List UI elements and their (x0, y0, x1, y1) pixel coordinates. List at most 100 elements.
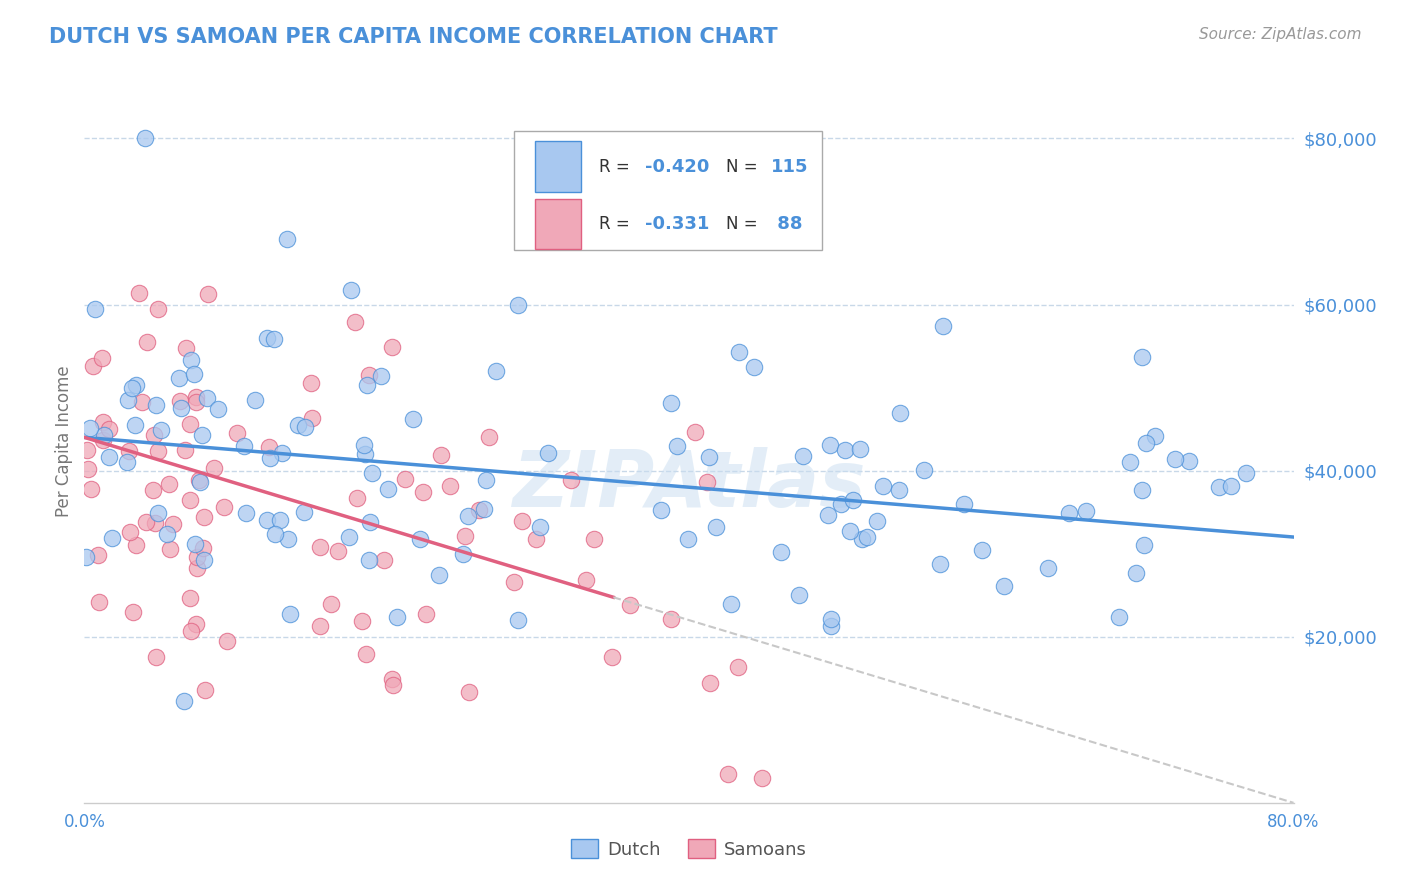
Point (717, 767, 740, 781)
Text: ZIPAtlas: ZIPAtlas (512, 447, 866, 523)
Point (174, 341, 197, 355)
Point (817, 508, 839, 523)
Point (146, 302, 169, 317)
Point (866, 515, 889, 529)
Point (121, 381, 143, 395)
Point (839, 524, 862, 538)
Point (179, 492, 201, 507)
Point (818, 438, 841, 452)
Point (1036, 561, 1059, 575)
Point (855, 530, 877, 544)
FancyBboxPatch shape (536, 141, 581, 192)
Point (194, 683, 217, 698)
Point (269, 513, 291, 527)
Point (472, 501, 495, 516)
Point (1177, 454, 1199, 468)
Point (184, 390, 207, 404)
Point (157, 476, 180, 491)
Point (174, 442, 197, 457)
Point (263, 332, 285, 346)
Point (373, 553, 395, 567)
Point (91, 434, 114, 448)
Point (887, 483, 910, 497)
Point (409, 532, 432, 546)
Point (148, 443, 170, 458)
Point (159, 542, 181, 557)
Text: -0.420: -0.420 (645, 158, 710, 176)
Point (118, 524, 141, 539)
Point (381, 340, 404, 354)
Point (143, 428, 166, 442)
Point (1130, 483, 1153, 497)
Point (485, 364, 508, 378)
Point (259, 451, 281, 466)
Text: -0.331: -0.331 (645, 215, 710, 233)
FancyBboxPatch shape (513, 131, 823, 250)
Point (217, 633, 239, 648)
Point (82, 359, 104, 374)
Point (454, 529, 477, 543)
Point (848, 442, 870, 456)
Text: 88: 88 (770, 215, 803, 233)
Point (676, 532, 699, 546)
Point (394, 472, 416, 486)
Point (75, 549, 97, 564)
Point (149, 423, 172, 437)
Point (76, 442, 98, 457)
Point (169, 393, 191, 408)
Point (136, 335, 159, 350)
Point (537, 446, 560, 460)
Point (256, 331, 278, 345)
Point (619, 599, 641, 613)
Point (412, 484, 434, 499)
Point (830, 498, 852, 512)
Point (271, 445, 294, 459)
Point (235, 506, 257, 520)
Point (370, 369, 392, 384)
Point (124, 417, 146, 432)
Point (340, 283, 363, 297)
Point (359, 515, 381, 529)
Point (1057, 507, 1080, 521)
Point (478, 430, 501, 444)
Point (697, 450, 720, 464)
Point (468, 503, 491, 517)
Point (180, 624, 202, 638)
Point (98, 421, 121, 435)
Point (226, 426, 249, 441)
Point (80, 482, 103, 496)
Point (128, 285, 150, 300)
Point (659, 395, 682, 409)
Point (1119, 455, 1142, 469)
Point (328, 543, 350, 558)
Point (439, 479, 461, 493)
Point (1132, 538, 1154, 552)
Point (287, 417, 309, 432)
Point (575, 573, 598, 587)
Point (344, 315, 367, 329)
Point (356, 378, 378, 392)
Point (1208, 480, 1230, 494)
Point (353, 438, 375, 452)
Legend: Dutch, Samoans: Dutch, Samoans (564, 832, 814, 866)
Point (84, 302, 107, 317)
Point (124, 538, 146, 552)
Point (427, 568, 450, 582)
Point (1163, 451, 1185, 466)
Point (744, 360, 766, 375)
Point (184, 395, 207, 409)
Point (309, 619, 332, 633)
Point (346, 491, 368, 505)
Point (180, 353, 202, 368)
Point (381, 678, 404, 692)
Point (142, 483, 165, 497)
Point (117, 393, 139, 408)
Point (184, 537, 207, 551)
Point (1144, 429, 1167, 443)
Point (187, 473, 209, 487)
Point (650, 503, 672, 517)
Point (276, 532, 298, 546)
Point (377, 482, 399, 496)
Point (457, 509, 479, 524)
Point (193, 553, 215, 567)
